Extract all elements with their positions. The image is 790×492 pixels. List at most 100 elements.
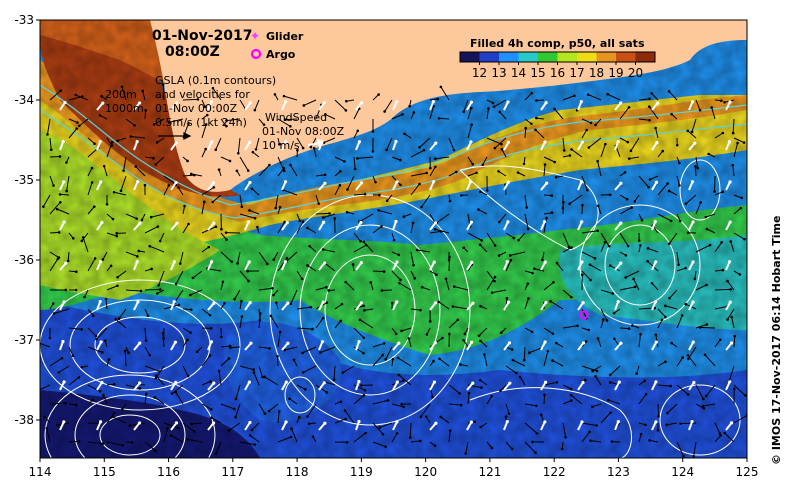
wind-arrow xyxy=(725,140,732,151)
wind-arrow xyxy=(503,300,511,311)
velocity-arrow xyxy=(657,403,660,418)
velocity-arrow xyxy=(391,113,404,120)
wind-arrow xyxy=(318,300,325,311)
velocity-arrow xyxy=(239,315,244,329)
velocity-arrow xyxy=(309,137,317,149)
velocity-arrow xyxy=(429,384,434,399)
velocity-arrow xyxy=(591,365,602,373)
velocity-arrow xyxy=(234,403,241,419)
velocity-arrow xyxy=(144,392,148,405)
wind-arrow xyxy=(170,101,179,111)
velocity-arrow xyxy=(315,194,320,205)
velocity-arrow xyxy=(334,99,348,112)
velocity-arrow xyxy=(334,169,342,177)
wind-arrow xyxy=(540,220,547,231)
wind-arrow xyxy=(133,221,142,231)
velocity-arrow xyxy=(334,440,349,444)
wind-arrow xyxy=(688,220,695,231)
velocity-arrow xyxy=(448,170,458,177)
velocity-arrow xyxy=(610,440,621,443)
velocity-arrow xyxy=(239,213,257,220)
velocity-arrow xyxy=(391,156,402,162)
wind-arrow xyxy=(318,181,327,191)
wind-arrow xyxy=(688,100,695,111)
argo-legend-icon xyxy=(250,48,262,60)
wind-arrow xyxy=(281,301,290,311)
wind-arrow xyxy=(133,101,142,111)
velocity-arrow xyxy=(600,318,605,329)
wind-arrow xyxy=(429,301,438,311)
velocity-arrow xyxy=(87,181,94,196)
wind-arrow xyxy=(540,340,547,351)
velocity-arrow xyxy=(87,346,104,354)
velocity-arrow xyxy=(391,403,405,409)
velocity-arrow xyxy=(167,118,184,124)
velocity-arrow xyxy=(106,411,116,424)
wind-arrow xyxy=(281,341,290,351)
velocity-arrow xyxy=(343,409,355,424)
velocity-arrow xyxy=(239,156,250,172)
wind-arrow xyxy=(688,419,694,431)
wind-arrow xyxy=(133,421,142,431)
velocity-arrow xyxy=(345,99,355,103)
velocity-arrow xyxy=(588,263,602,272)
velocity-arrow xyxy=(451,305,469,310)
velocity-arrow xyxy=(190,422,203,426)
velocity-arrow xyxy=(292,358,298,367)
velocity-arrow xyxy=(83,289,89,299)
wind-arrow xyxy=(207,301,216,311)
velocity-arrow xyxy=(543,327,555,335)
velocity-arrow xyxy=(144,225,160,234)
wind-arrow xyxy=(133,180,140,191)
y-tick-label: -33 xyxy=(14,13,34,27)
wind-arrow xyxy=(725,100,732,111)
velocity-arrow xyxy=(562,399,573,405)
velocity-arrow xyxy=(657,213,673,223)
velocity-arrow xyxy=(714,99,723,103)
velocity-arrow xyxy=(144,441,157,453)
velocity-arrow xyxy=(385,137,393,152)
wind-arrow xyxy=(170,141,178,151)
wind-arrow xyxy=(466,420,474,431)
velocity-arrow xyxy=(714,131,725,139)
velocity-arrow xyxy=(248,434,260,443)
wind-arrow xyxy=(355,261,363,271)
wind-scale-arrow xyxy=(307,137,324,147)
velocity-arrow xyxy=(391,357,395,367)
velocity-arrow xyxy=(220,280,225,291)
velocity-arrow xyxy=(353,232,362,243)
velocity-arrow xyxy=(726,308,735,321)
velocity-arrow xyxy=(675,137,679,147)
velocity-arrow xyxy=(463,327,469,336)
velocity-arrow xyxy=(543,349,550,367)
velocity-arrow xyxy=(307,422,317,426)
wind-arrow xyxy=(170,421,179,431)
wind-arrow xyxy=(392,260,399,271)
velocity-arrow xyxy=(385,194,393,203)
wind-arrow xyxy=(244,380,251,391)
velocity-arrow xyxy=(272,289,279,297)
velocity-arrow xyxy=(568,194,583,206)
wind-arrow xyxy=(392,420,399,431)
velocity-arrow xyxy=(178,251,184,265)
velocity-arrow xyxy=(462,338,469,348)
velocity-arrow xyxy=(562,94,576,101)
velocity-arrow xyxy=(670,112,678,120)
velocity-arrow xyxy=(483,353,488,367)
velocity-arrow xyxy=(619,251,628,257)
velocity-arrow xyxy=(258,118,266,126)
velocity-arrow xyxy=(701,403,716,408)
velocity-arrow xyxy=(78,118,89,128)
wind-arrow xyxy=(503,180,510,191)
wind-arrow xyxy=(244,301,252,311)
velocity-arrow xyxy=(296,148,299,158)
wind-arrow xyxy=(577,140,584,151)
wind-arrow xyxy=(429,100,435,111)
wind-arrow xyxy=(614,420,620,431)
velocity-arrow xyxy=(733,137,746,144)
velocity-arrow xyxy=(106,232,119,238)
wind-arrow xyxy=(651,101,660,111)
velocity-arrow xyxy=(543,216,548,234)
velocity-arrow xyxy=(543,163,547,177)
wind-arrow xyxy=(281,260,288,271)
